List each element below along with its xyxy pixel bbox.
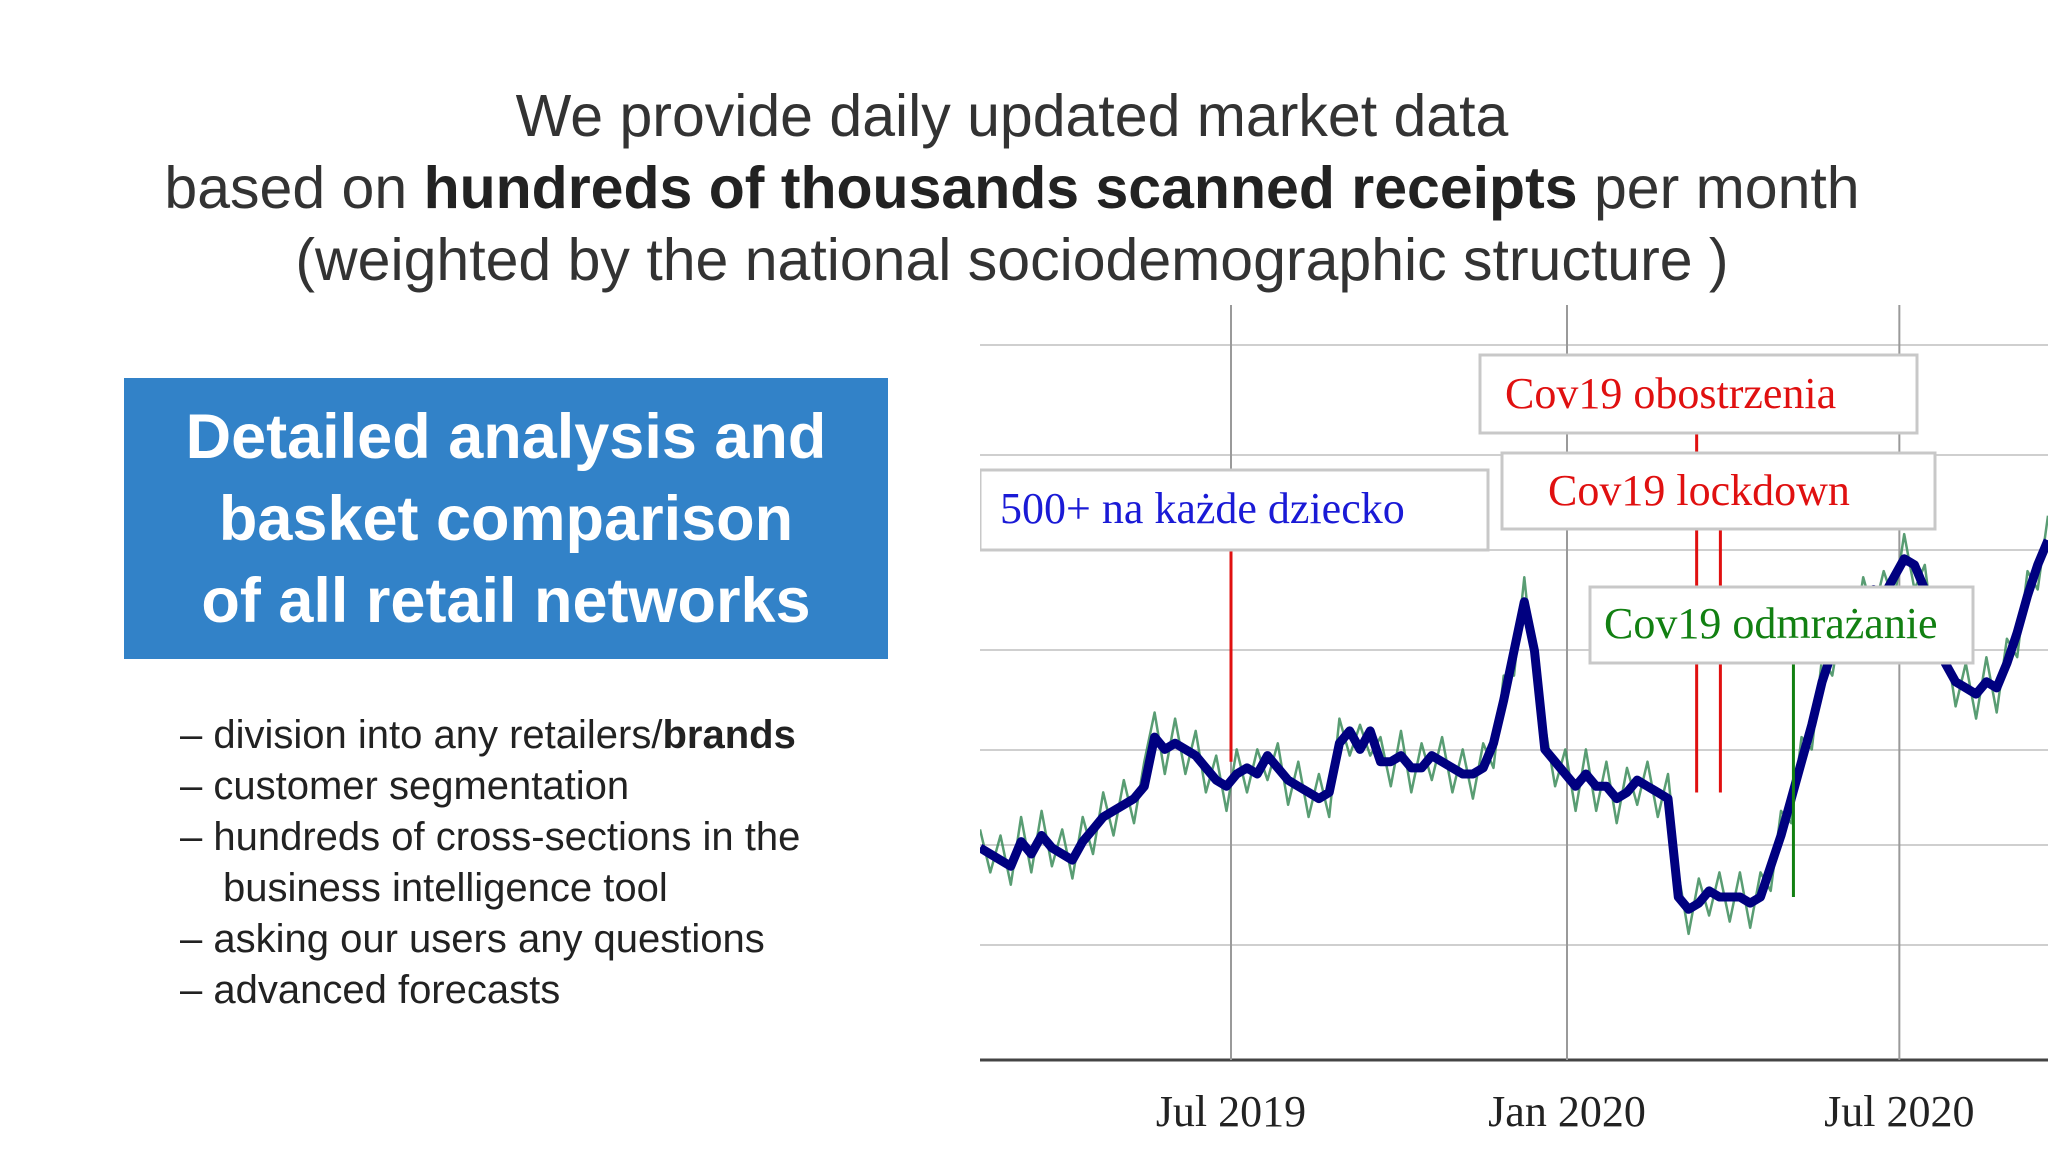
annotation-label-0: 500+ na każde dziecko: [1000, 484, 1405, 533]
headline-line-2-bold: hundreds of thousands scanned receipts: [423, 155, 1578, 221]
chart-series: [980, 515, 2048, 936]
headline-line-3: (weighted by the national sociodemograph…: [295, 227, 1729, 293]
feature-item-cross-sections-cont: business intelligence tool: [223, 866, 668, 910]
annotation-box-3: [1588, 585, 1975, 665]
series-line-daily: [980, 515, 2048, 936]
feature-item-cross-sections: – hundreds of cross-sections in the: [180, 815, 801, 859]
market-chart: 500+ na każde dziecko Cov19 obostrzenia Co…: [980, 305, 2048, 1152]
headline-line-1: We provide daily updated market data: [515, 83, 1509, 149]
headline-line-2-prefix: based on: [164, 155, 424, 221]
annotation-box-0: [980, 468, 1490, 552]
x-tick-label-0: Jul 2019: [1156, 1087, 1306, 1136]
feature-callout-box: Detailed analysis and basket comparison …: [124, 378, 888, 659]
callout-line-2: basket comparison: [218, 483, 794, 554]
feature-item-retailers: – division into any retailers/brands: [180, 710, 900, 761]
callout-line-1: Detailed analysis and: [185, 401, 827, 472]
annotation-labels: 500+ na każde dziecko Cov19 obostrzenia Co…: [980, 353, 1975, 665]
headline-line-2: based on hundreds of thousands scanned r…: [0, 152, 2024, 224]
market-chart-svg: 500+ na każde dziecko Cov19 obostrzenia Co…: [980, 305, 2048, 1136]
headline: We provide daily updated market data bas…: [0, 80, 2024, 296]
feature-item-questions: – asking our users any questions: [180, 917, 765, 961]
headline-line-2-suffix: per month: [1577, 155, 1860, 221]
annotation-box-2: [1500, 451, 1937, 531]
feature-item-segmentation: – customer segmentation: [180, 764, 630, 808]
x-tick-label-2: Jul 2020: [1824, 1087, 1974, 1136]
callout-line-3: of all retail networks: [201, 565, 811, 636]
annotation-label-1: Cov19 obostrzenia: [1505, 369, 1836, 418]
feature-item-brands-bold: brands: [662, 713, 796, 757]
annotation-label-3: Cov19 odmrażanie: [1604, 599, 1938, 648]
feature-item-retailers-text: – division into any retailers/: [180, 713, 663, 757]
annotation-box-1: [1478, 353, 1919, 435]
x-axis-ticks: Jul 2019 Jan 2020 Jul 2020: [1156, 1087, 1975, 1136]
feature-list: – division into any retailers/brands – c…: [180, 710, 900, 1016]
feature-item-forecasts: – advanced forecasts: [180, 968, 561, 1012]
annotation-label-2: Cov19 lockdown: [1548, 466, 1850, 515]
x-tick-label-1: Jan 2020: [1488, 1087, 1646, 1136]
